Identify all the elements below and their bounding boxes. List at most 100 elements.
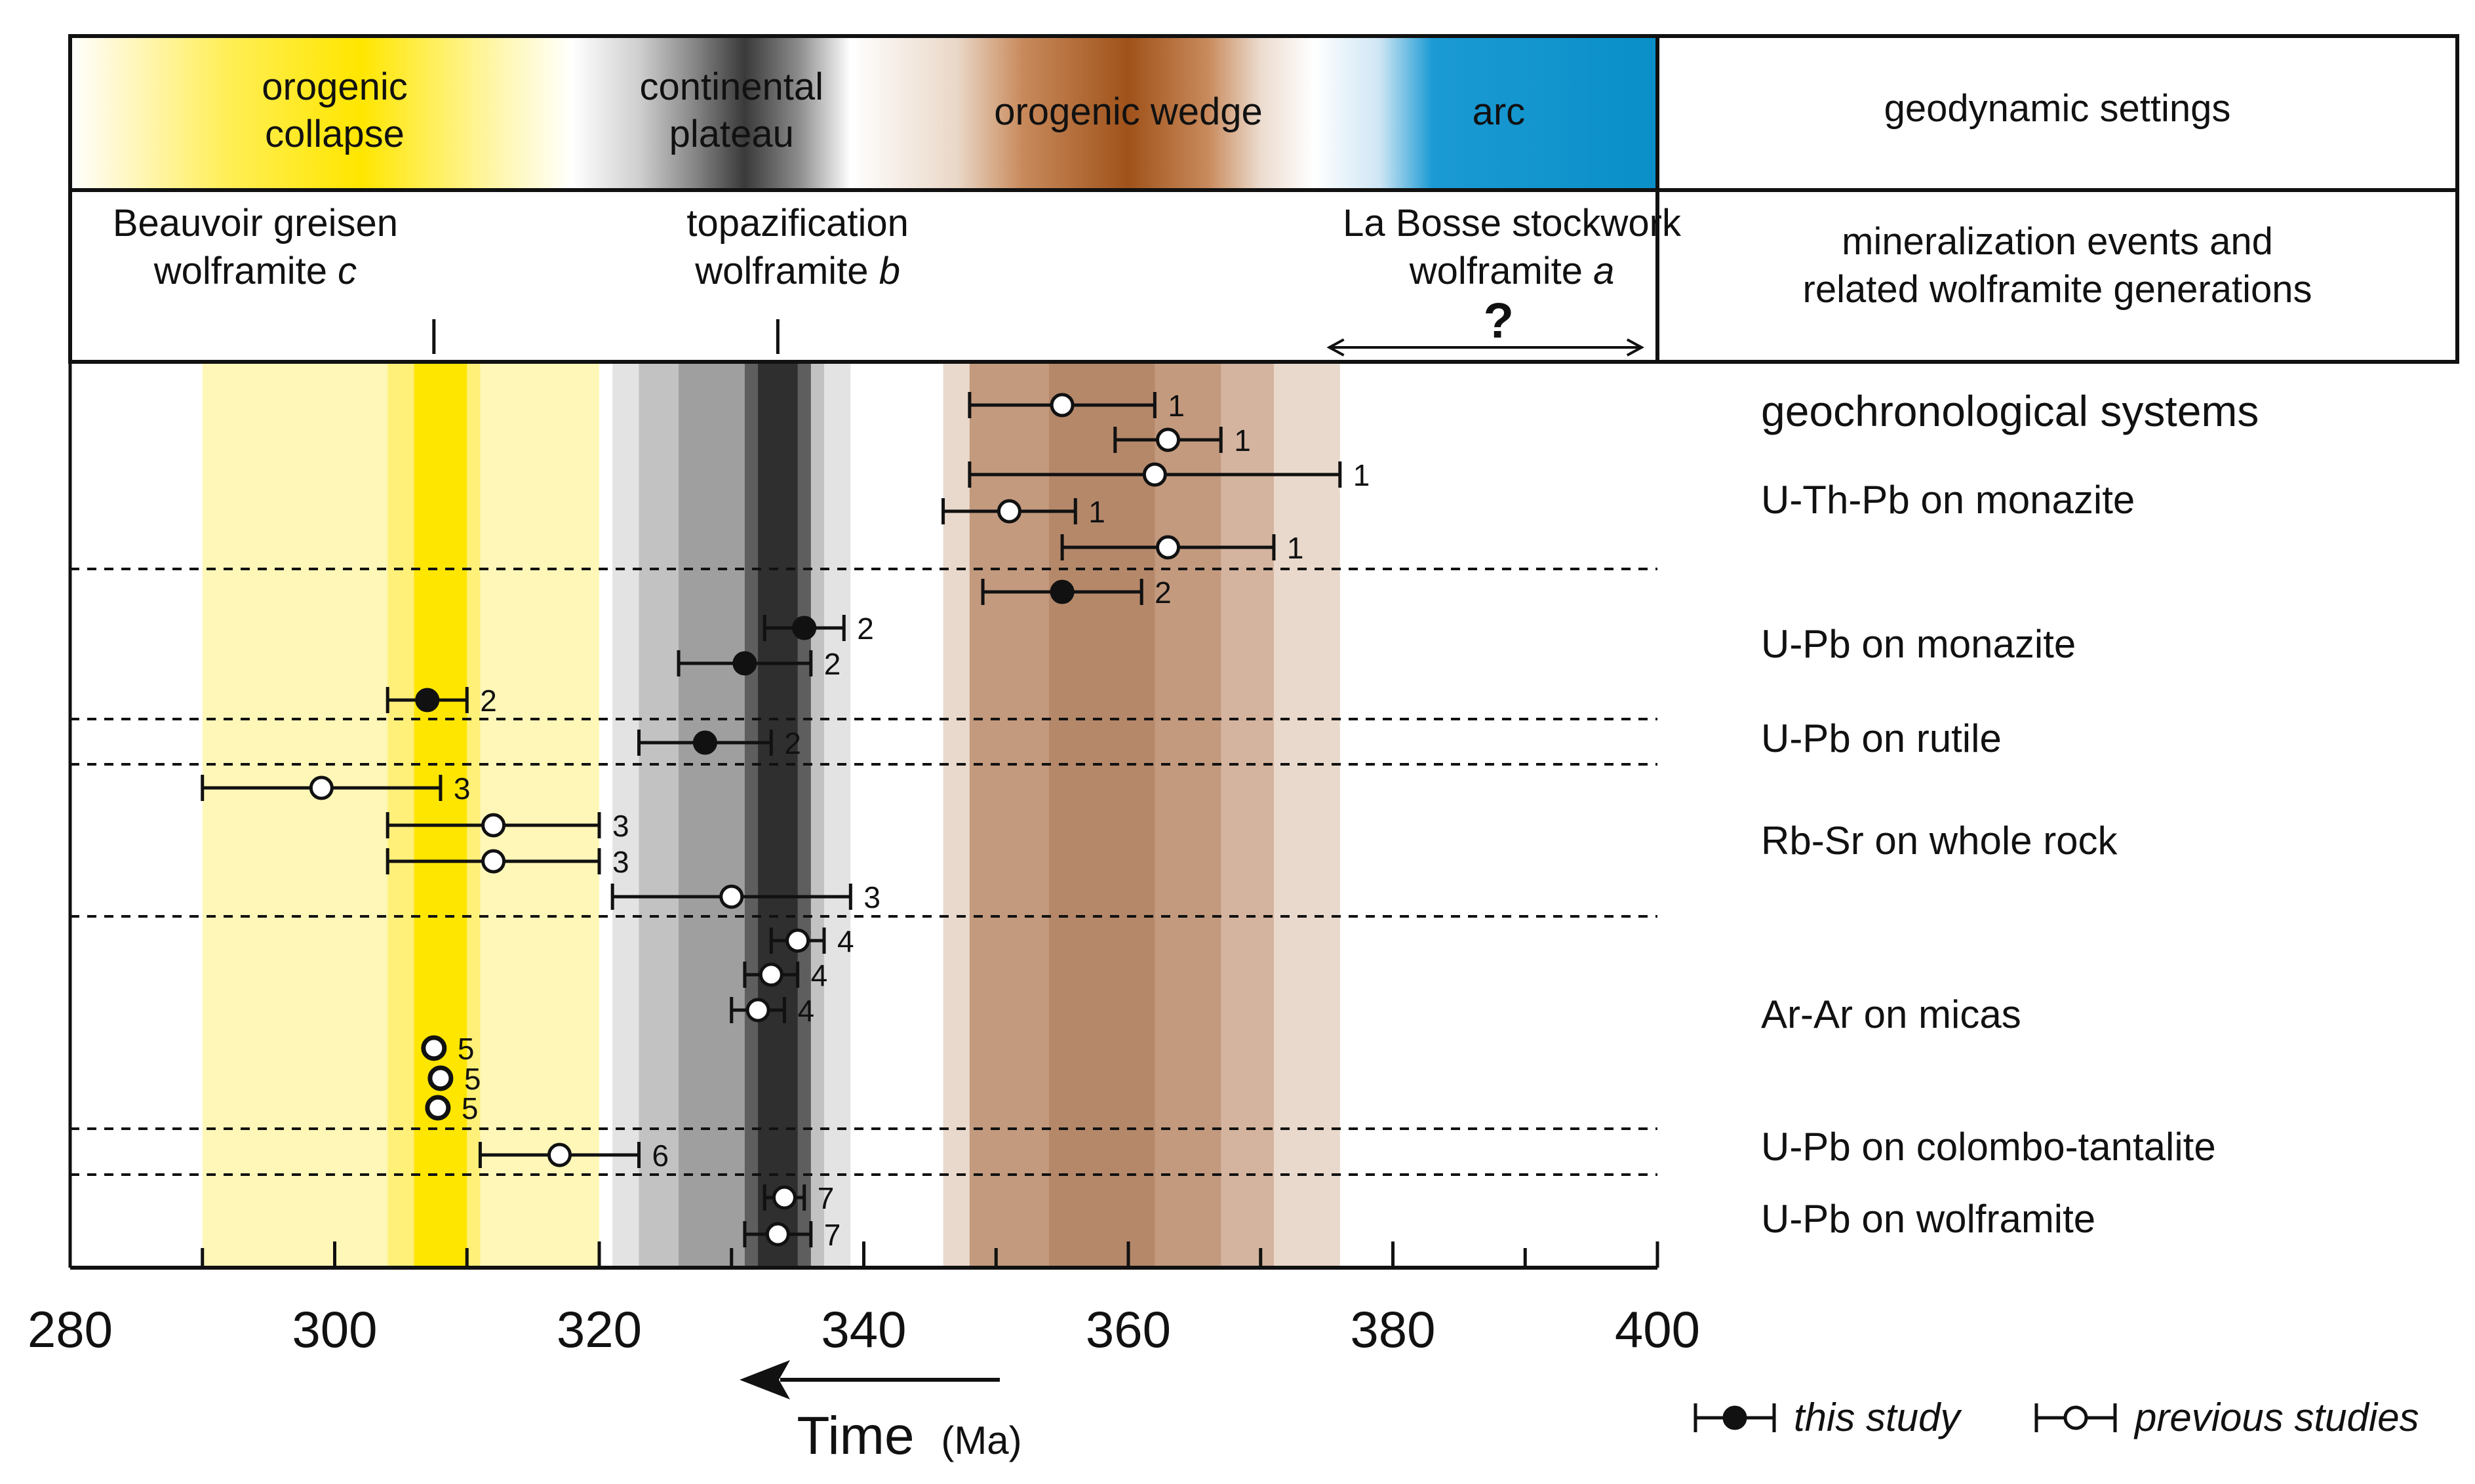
reference-number: 5 [462,1091,479,1125]
zone-label-1-0: continental [639,66,823,108]
event-generation-letter: a [1593,250,1614,292]
reference-number: 2 [784,726,801,760]
open-marker [547,1142,572,1167]
reference-number: 3 [863,880,881,914]
event-label-2-0: La Bosse stockwork [1343,202,1682,244]
reference-number: 1 [1234,423,1251,458]
event-label-1-0: topazification [686,202,909,244]
this-study-point-1: 2 [762,612,874,646]
previous-study-point-11: 4 [730,994,814,1028]
previous-study-point-9: 4 [769,924,854,958]
x-tick-label: 340 [821,1300,906,1358]
filled-marker [692,730,717,755]
previous-study-point-3: 1 [941,495,1105,529]
filled-marker [415,688,440,713]
open-marker [765,1222,790,1247]
reference-number: 3 [454,771,471,806]
previous-study-point-7: 3 [386,845,629,879]
geodynamic-settings-label: geodynamic settings [1884,87,2231,130]
open-marker [745,998,770,1023]
system-label-3: U-Pb on rutile [1761,716,2002,760]
legend-label: previous studies [2133,1396,2419,1439]
mineralization-events-label-0: mineralization events and [1842,220,2273,263]
this-study-point-2: 2 [677,647,841,681]
zone-label-3-0: arc [1473,90,1526,133]
this-study-point-4: 2 [637,726,801,760]
x-axis-label: Time [797,1406,914,1466]
legend-item-1: previous studies [2034,1396,2419,1439]
filled-marker [792,615,817,640]
open-marker [997,499,1021,524]
system-dividers [68,362,1657,1268]
legend-label: this study [1794,1396,1962,1439]
reference-number: 5 [464,1062,481,1096]
system-label-6: U-Pb on colombo-tantalite [1761,1125,2216,1169]
reference-number: 2 [480,684,497,718]
x-tick-label: 320 [557,1300,642,1358]
systems-header: geochronological systems [1761,387,2259,435]
zone-label-1-1: plateau [669,113,794,155]
open-marker [309,775,334,800]
open-marker [481,813,506,838]
previous-study-point-6: 3 [386,809,629,843]
event-generation-letter: c [338,250,357,292]
open-marker [425,1095,451,1121]
reference-number: 7 [818,1181,835,1215]
open-marker [759,962,783,987]
open-marker [1050,393,1075,418]
legend-item-0: this study [1693,1396,1962,1439]
this-study-point-0: 2 [981,576,1172,610]
legend-open-marker [2063,1405,2088,1430]
reference-number: 4 [811,958,828,992]
previous-study-point-2: 1 [968,458,1370,492]
reference-number: 4 [797,994,814,1028]
event-label-1-1: wolframite b [694,250,900,292]
x-tick-label: 360 [1086,1300,1171,1358]
legend-filled-marker [1722,1405,1747,1430]
reference-number: 2 [824,647,841,681]
this-study-point-3: 2 [386,684,497,718]
reference-number: 1 [1287,531,1304,565]
reference-number: 7 [824,1218,841,1252]
filled-marker [1050,579,1075,604]
filled-marker [732,651,757,676]
previous-study-point-4: 1 [1060,531,1304,565]
x-tick-label: 280 [28,1300,113,1358]
open-marker [427,1065,454,1091]
x-tick-label: 400 [1615,1300,1700,1358]
open-marker [1142,462,1167,487]
open-marker [1156,427,1181,452]
reference-number: 4 [837,924,854,958]
reference-number: 2 [857,612,874,646]
previous-study-point-8: 3 [610,880,881,914]
event-range-arrow-right [1626,338,1645,357]
event-label-0-0: Beauvoir greisen [113,202,398,244]
reference-number: 2 [1155,576,1172,610]
system-label-4: Rb-Sr on whole rock [1761,819,2118,863]
x-tick-label: 300 [292,1300,377,1358]
zone-label-2-0: orogenic wedge [994,90,1263,133]
mineralization-events-label-1: related wolframite generations [1803,268,2312,311]
open-marker [785,928,810,953]
event-generation-letter: b [879,250,900,292]
reference-number: 1 [1353,458,1370,492]
legend: this study previous studies [1693,1396,2419,1439]
reference-number: 3 [612,809,629,843]
reference-number: 3 [612,845,629,879]
open-marker [719,884,744,909]
zone-label-0-0: orogenic [262,66,407,108]
event-label-2-1: wolframite a [1409,250,1615,292]
previous-study-point-1: 1 [1113,423,1251,458]
geodynamic-gradient-bar [70,36,1657,190]
reference-number: 6 [652,1139,669,1173]
previous-study-point-10: 4 [743,958,828,992]
previous-study-point-17: 7 [743,1218,841,1252]
previous-study-point-15: 6 [478,1139,669,1173]
system-label-7: U-Pb on wolframite [1761,1197,2095,1241]
x-tick-label: 380 [1350,1300,1435,1358]
open-marker [481,849,506,874]
x-axis: 280 300 320 340 360 380 400 Time (Ma) [28,1241,1700,1466]
zone-label-0-1: collapse [265,113,405,155]
